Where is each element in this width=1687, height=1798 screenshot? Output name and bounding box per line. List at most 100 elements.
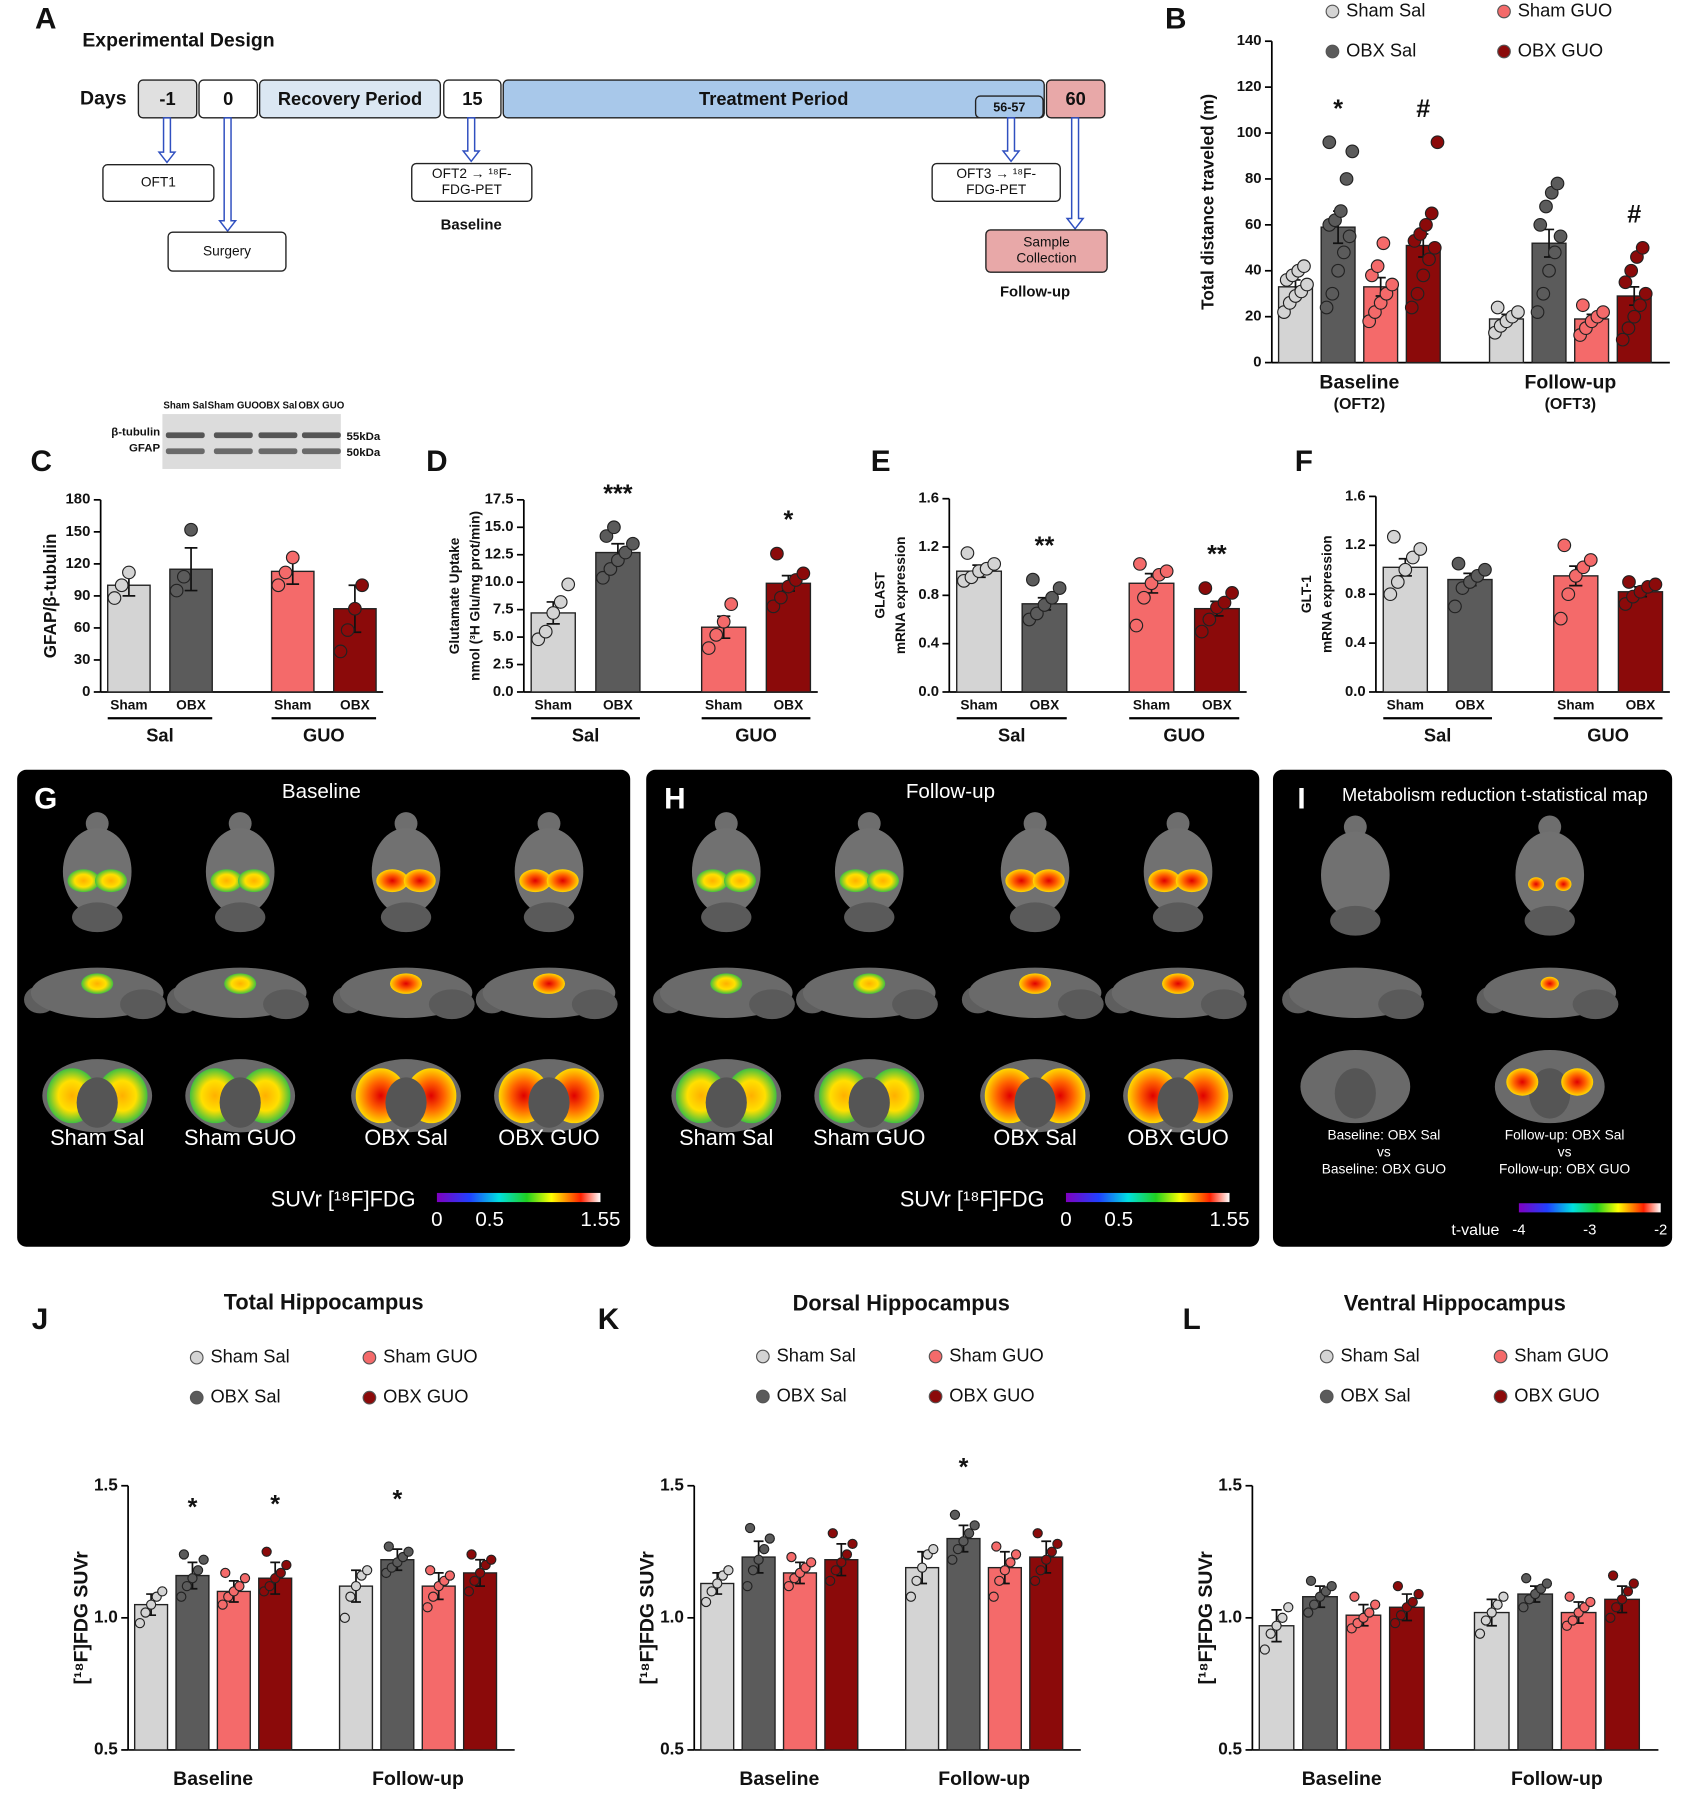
pet-title: Baseline	[282, 780, 361, 803]
legend-swatch	[928, 1349, 943, 1364]
data-point	[561, 577, 576, 592]
colorbar	[436, 1192, 601, 1203]
timeline-label: 56-57	[993, 100, 1025, 114]
data-point	[217, 1599, 228, 1610]
x-tick-label: Baseline	[1302, 1768, 1382, 1790]
brain	[1378, 989, 1424, 1020]
bar	[946, 1537, 981, 1751]
y-tick-label: 1.5	[1218, 1474, 1242, 1494]
data-point	[1542, 263, 1556, 278]
data-point	[1217, 595, 1232, 610]
data-point	[192, 1565, 204, 1576]
data-point	[348, 601, 362, 616]
x-tick-label: OBX	[603, 697, 634, 712]
y-tick-label: 10.0	[485, 574, 514, 590]
brain	[205, 828, 275, 916]
data-point	[949, 1509, 961, 1520]
y-axis-label: mRNA expression	[893, 537, 908, 655]
comparison-label: Baseline: OBX Sal	[1327, 1127, 1440, 1142]
y-tick-label: 0	[1253, 355, 1261, 371]
data-point	[1259, 1644, 1270, 1655]
group-label: OBX Sal	[993, 1125, 1076, 1150]
data-point	[1342, 229, 1357, 244]
significance-mark: *	[392, 1485, 402, 1513]
hotspot	[519, 869, 552, 893]
bar	[1560, 1611, 1597, 1751]
x-tick-label: OBX	[774, 697, 805, 712]
data-point	[553, 595, 568, 609]
pet-title: Metabolism reduction t-statistical map	[1342, 784, 1648, 805]
data-point	[1567, 1615, 1578, 1626]
size-label: 55kDa	[347, 431, 381, 443]
data-point	[1478, 562, 1492, 577]
data-point	[383, 1541, 394, 1552]
band	[258, 448, 298, 455]
brain	[1057, 989, 1104, 1020]
x-tick-label: OBX	[1030, 697, 1061, 712]
legend-swatch	[756, 1349, 770, 1364]
bar	[216, 1590, 251, 1751]
data-point	[1032, 1528, 1043, 1539]
data-point	[753, 1554, 764, 1565]
bar	[1128, 582, 1175, 693]
bar	[1258, 1625, 1295, 1751]
legend-label: OBX GUO	[1514, 1384, 1599, 1405]
brain	[1524, 905, 1575, 936]
data-point	[474, 1567, 486, 1579]
y-tick-label: 1.5	[660, 1474, 684, 1494]
data-point	[1336, 245, 1351, 260]
protein-label: GFAP	[129, 442, 160, 454]
data-point	[1322, 135, 1337, 150]
data-point	[1492, 1599, 1503, 1610]
band	[301, 432, 341, 439]
data-point	[928, 1543, 939, 1555]
data-point	[176, 1591, 187, 1602]
panel-letter: I	[1297, 782, 1305, 815]
data-point	[261, 1546, 272, 1557]
x-tick-label: OBX	[1626, 697, 1657, 712]
legend-label: OBX Sal	[1346, 39, 1416, 60]
brain	[523, 902, 575, 933]
arrow	[1001, 117, 1021, 163]
brain	[749, 989, 795, 1020]
protein-label: β-tubulin	[111, 426, 160, 438]
comparison-label: Follow-up: OBX Sal	[1505, 1127, 1625, 1142]
bar	[595, 551, 641, 693]
hotspot	[1005, 869, 1038, 893]
data-point	[1283, 1602, 1294, 1613]
hotspot	[1162, 973, 1195, 994]
event-label: Surgery	[203, 243, 251, 258]
panel-letter: B	[1165, 2, 1186, 35]
event-label: OFT3 → ¹⁸F-	[956, 166, 1036, 181]
data-point	[603, 562, 618, 576]
data-point	[1389, 1617, 1401, 1629]
group-label: GUO	[1587, 724, 1629, 745]
data-point	[486, 1554, 497, 1565]
data-point	[1025, 572, 1040, 587]
data-point	[1451, 556, 1466, 571]
significance-mark: *	[1333, 95, 1343, 123]
x-tick-label: Baseline	[1319, 371, 1399, 393]
timeline-label: 0	[223, 88, 233, 109]
legend-swatch	[1319, 1349, 1334, 1364]
data-point	[345, 1591, 356, 1602]
panel-letter: J	[32, 1303, 49, 1336]
data-point	[140, 1607, 151, 1618]
data-point	[783, 1580, 794, 1592]
y-tick-label: 0.5	[1218, 1738, 1242, 1758]
data-point	[1448, 599, 1462, 614]
data-point	[134, 1617, 146, 1629]
data-point	[1541, 1578, 1553, 1589]
hotspot	[866, 869, 899, 893]
data-point	[1561, 587, 1576, 602]
data-point	[275, 1567, 286, 1579]
chart-title: Dorsal Hippocampus	[793, 1291, 1010, 1316]
data-point	[999, 1565, 1011, 1576]
brain	[371, 828, 441, 916]
y-tick-label: 60	[74, 620, 91, 636]
data-point	[1539, 199, 1553, 214]
timeline-label: -1	[159, 88, 175, 109]
data-point	[774, 590, 788, 605]
lane-label: OBX Sal	[259, 401, 298, 412]
data-point	[184, 522, 198, 537]
